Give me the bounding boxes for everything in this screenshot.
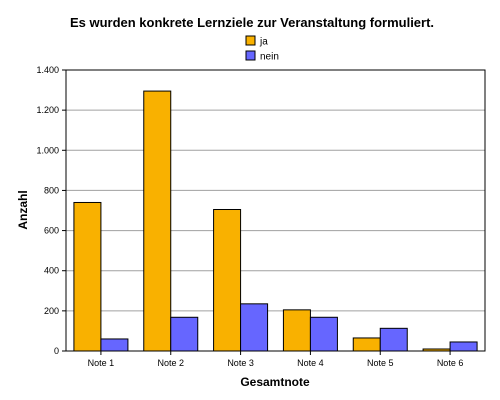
bar-ja-note-1 xyxy=(73,201,102,352)
y-tick-label: 600 xyxy=(44,226,59,236)
y-tick-label: 200 xyxy=(44,306,59,316)
x-axis-title: Gesamtnote xyxy=(240,375,310,389)
legend-label-nein: nein xyxy=(260,52,279,63)
legend-swatch-ja xyxy=(245,35,256,46)
bar-ja-note-4 xyxy=(282,309,311,352)
plot-area: 0 200 400 600 800 1.000 1.200 1.400 Note 1 Note 2… xyxy=(36,65,486,368)
bar-ja-note-3 xyxy=(213,208,242,352)
x-tick-label: Note 1 xyxy=(88,358,115,368)
bar-nein-note-2 xyxy=(170,316,199,352)
y-tick-label: 0 xyxy=(54,346,59,356)
y-tick-label: 1.000 xyxy=(36,145,59,155)
x-tick-label: Note 2 xyxy=(157,358,184,368)
bar-ja-note-5 xyxy=(352,337,381,352)
y-tick-label: 1.200 xyxy=(36,105,59,115)
y-tick-label: 1.400 xyxy=(36,65,59,75)
bar-nein-note-1 xyxy=(100,338,129,352)
x-tick-label: Note 6 xyxy=(437,358,464,368)
legend: ja nein xyxy=(245,35,279,63)
bar-ja-note-2 xyxy=(143,90,172,352)
y-tick-label: 800 xyxy=(44,185,59,195)
bar-nein-note-3 xyxy=(240,303,269,352)
y-tick-label: 400 xyxy=(44,266,59,276)
legend-label-ja: ja xyxy=(259,37,268,48)
plot-frame xyxy=(65,69,486,352)
legend-swatch-nein xyxy=(245,50,256,61)
bar-nein-note-4 xyxy=(309,316,338,352)
x-tick-label: Note 4 xyxy=(297,358,324,368)
x-tick-label: Note 5 xyxy=(367,358,394,368)
plot-background xyxy=(66,70,485,351)
bar-nein-note-6 xyxy=(449,341,478,352)
x-tick-label: Note 3 xyxy=(227,358,254,368)
bar-nein-note-5 xyxy=(379,327,408,352)
chart-title: Es wurden konkrete Lernziele zur Veranst… xyxy=(70,15,434,30)
y-axis-title: Anzahl xyxy=(16,190,30,229)
